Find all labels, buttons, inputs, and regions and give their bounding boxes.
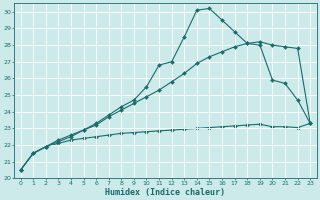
X-axis label: Humidex (Indice chaleur): Humidex (Indice chaleur) [105,188,225,197]
